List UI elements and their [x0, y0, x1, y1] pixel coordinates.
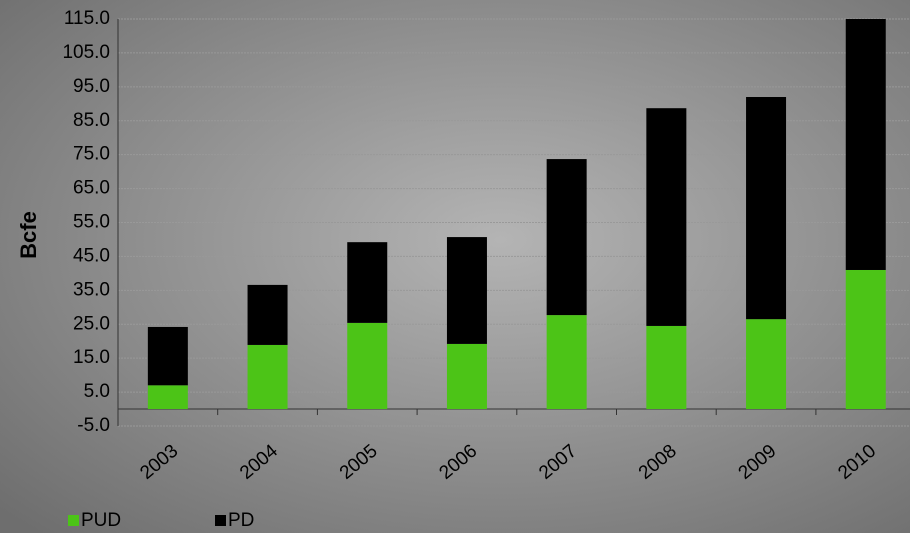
bar-segment	[347, 242, 388, 323]
y-axis-label: Bcfe	[16, 211, 41, 259]
y-tick-label: 95.0	[73, 76, 110, 97]
bar-segment	[446, 237, 487, 344]
y-tick-label: 65.0	[73, 178, 110, 199]
y-tick-label: 5.0	[84, 381, 110, 402]
bar-segment	[646, 108, 687, 326]
legend-label: PD	[228, 510, 254, 531]
bar-segment	[845, 269, 886, 410]
bar-segment	[845, 19, 886, 270]
y-tick-label: 55.0	[73, 212, 110, 233]
bar-segment	[247, 344, 288, 410]
bar-segment	[646, 325, 687, 410]
y-tick-label: 25.0	[73, 313, 110, 334]
y-tick-label: 85.0	[73, 110, 110, 131]
y-tick-label: 45.0	[73, 245, 110, 266]
bar-segment	[446, 343, 487, 410]
legend-swatch	[215, 515, 226, 526]
y-tick-label: 15.0	[73, 347, 110, 368]
bar-segment	[147, 385, 188, 410]
y-tick-label: -5.0	[77, 415, 110, 436]
legend-label: PUD	[81, 510, 121, 531]
y-tick-label: 35.0	[73, 279, 110, 300]
y-tick-label: 115.0	[64, 8, 110, 29]
bar-segment	[746, 319, 787, 410]
bar-segment	[347, 322, 388, 410]
legend-swatch	[68, 515, 79, 526]
bar-segment	[247, 284, 288, 345]
bar-segment	[546, 159, 587, 316]
bar-segment	[147, 326, 188, 386]
bar-segment	[746, 97, 787, 320]
y-tick-label: 75.0	[73, 144, 110, 165]
bar-segment	[546, 315, 587, 410]
y-tick-label: 105.0	[62, 42, 110, 63]
